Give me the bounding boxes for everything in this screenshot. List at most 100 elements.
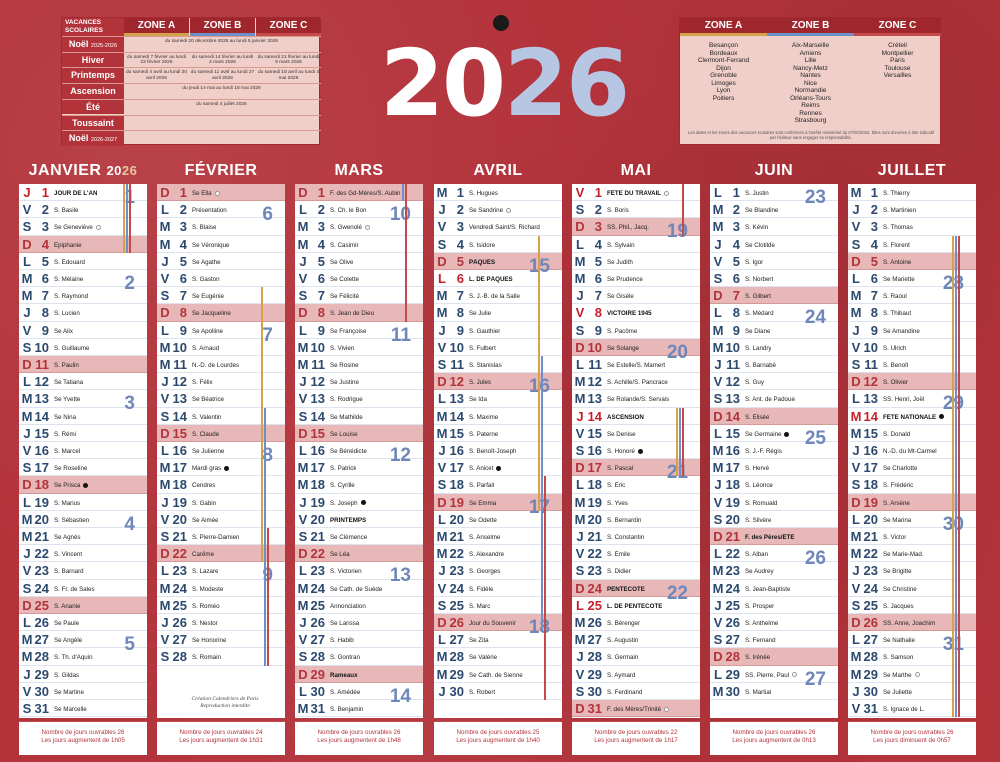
saint-name: S. Sylvain bbox=[607, 241, 635, 249]
day-number: 25 bbox=[34, 597, 49, 613]
zone-city: Besançon bbox=[709, 42, 738, 49]
hanging-hole bbox=[493, 15, 509, 31]
saint-name: S. Stanislas bbox=[469, 362, 502, 369]
day-letter: V bbox=[437, 219, 447, 235]
full-moon-icon bbox=[506, 208, 512, 214]
day-letter: D bbox=[22, 236, 32, 252]
saint-name: Se Eugénie bbox=[192, 293, 224, 301]
holidays-row: Noël 2026-2027 bbox=[62, 130, 321, 146]
day-letter: V bbox=[22, 683, 32, 699]
day-number: 22 bbox=[587, 546, 602, 562]
zone-city: Reims bbox=[801, 102, 820, 109]
day-row: L 9 Se Françoise bbox=[295, 322, 423, 339]
day-number: 19 bbox=[449, 494, 464, 510]
day-letter: S bbox=[851, 477, 861, 493]
day-row: S 24 S. Fr. de Sales bbox=[19, 580, 147, 597]
day-row: D 5 S. Antoine bbox=[848, 252, 976, 270]
day-number: 15 bbox=[863, 425, 878, 441]
saint-name: S. Germain bbox=[607, 654, 639, 662]
month-6: JUIN L 1 S. Justin M 2 Se Blandine M 3 S. Kévin J… bbox=[710, 158, 838, 755]
day-row: J 14 ASCENSION bbox=[572, 408, 700, 425]
saint-name: S. Pierre-Damien bbox=[192, 534, 240, 541]
saint-name: Se Solange bbox=[607, 344, 639, 352]
saint-name: Se Larissa bbox=[330, 620, 360, 627]
day-letter: M bbox=[297, 339, 309, 355]
day-number: 17 bbox=[172, 460, 187, 476]
day-letter: L bbox=[714, 305, 722, 321]
day-number: 10 bbox=[34, 339, 49, 355]
day-letter: V bbox=[160, 391, 170, 407]
day-row: L 29 SS. Pierre, Paul bbox=[710, 666, 838, 683]
day-letter: M bbox=[297, 597, 309, 613]
day-letter: M bbox=[712, 460, 724, 476]
day-number: 8 bbox=[870, 305, 878, 321]
week-number: 10 bbox=[389, 204, 411, 226]
day-letter: M bbox=[712, 580, 724, 596]
day-row: M 18 S. Cyrille bbox=[295, 476, 423, 494]
zone-city: Normandie bbox=[794, 87, 827, 94]
holidays-cell bbox=[124, 116, 319, 131]
day-number: 20 bbox=[863, 511, 878, 527]
saint-name: Se Prudence bbox=[607, 276, 643, 283]
saint-name: Se Christine bbox=[883, 585, 917, 593]
working-days: Nombre de jours ouvrables 26 bbox=[41, 729, 125, 736]
day-row: M 4 S. Casimir bbox=[295, 236, 423, 253]
day-number: 1 bbox=[179, 185, 187, 200]
week-number: 2 bbox=[124, 273, 135, 294]
day-number: 5 bbox=[732, 253, 740, 269]
day-letter: M bbox=[574, 271, 586, 286]
day-number: 6 bbox=[594, 271, 602, 286]
day-number: 30 bbox=[725, 683, 740, 699]
day-letter: S bbox=[22, 339, 32, 355]
day-row: S 31 Se Marcelle bbox=[19, 700, 147, 718]
day-number: 19 bbox=[863, 494, 878, 510]
zones-list: ZONE A ZONE B ZONE C Besançon Bordeaux Clermo… bbox=[679, 17, 941, 145]
month-title: FÉVRIER bbox=[184, 162, 258, 179]
day-row: S 18 S. Frédéric bbox=[848, 476, 976, 494]
day-number: 10 bbox=[725, 339, 740, 355]
day-row: M 13 Se Yvette bbox=[19, 390, 147, 408]
day-row: M 29 Se Cath. de Sienne bbox=[434, 666, 562, 683]
holiday-stripe bbox=[264, 407, 266, 666]
day-number: 14 bbox=[725, 408, 740, 424]
day-row: V 17 Se Charlotte bbox=[848, 459, 976, 477]
month-footer: Nombre de jours ouvrables 26 Les jours au… bbox=[295, 721, 423, 755]
day-row: L 13 SS. Henri, Joël bbox=[848, 390, 976, 408]
day-number: 24 bbox=[587, 580, 602, 596]
day-letter: S bbox=[160, 288, 170, 304]
day-row: J 19 S. Joseph bbox=[295, 494, 423, 511]
day-number: 13 bbox=[449, 391, 464, 407]
day-number: 30 bbox=[449, 683, 464, 699]
day-number: 23 bbox=[725, 563, 740, 579]
day-row: L 1 S. Justin bbox=[710, 184, 838, 202]
day-row: D 31 F. des Mères/Trinité bbox=[572, 700, 700, 718]
zone-city: Limoges bbox=[711, 79, 736, 87]
saint-name: S. Félix bbox=[192, 379, 213, 387]
saint-name: Se Félicité bbox=[330, 293, 359, 301]
week-number: 26 bbox=[804, 548, 826, 570]
full-moon-icon bbox=[365, 225, 370, 231]
saint-name: Se Cath. de Suède bbox=[330, 585, 383, 593]
day-number: 22 bbox=[172, 546, 187, 562]
day-number: 23 bbox=[449, 563, 464, 579]
day-letter: M bbox=[574, 615, 586, 630]
saint-name: Jour du Souvenir bbox=[469, 620, 516, 627]
day-number: 18 bbox=[34, 477, 49, 493]
saint-name: F. des Pères/ÉTÉ bbox=[745, 534, 795, 541]
day-number: 6 bbox=[732, 271, 740, 286]
day-number: 16 bbox=[172, 443, 187, 458]
day-row: L 6 Se Mariette bbox=[848, 270, 976, 288]
saint-name: Se Mariette bbox=[883, 276, 915, 283]
day-number: 6 bbox=[41, 271, 49, 286]
day-row: S 14 Se Mathilde bbox=[295, 408, 423, 425]
saint-name: S. Yves bbox=[607, 499, 628, 507]
day-letter: L bbox=[714, 185, 722, 200]
day-letter: J bbox=[438, 563, 446, 579]
week-number: 24 bbox=[804, 307, 826, 329]
saint-name: S. Benoît-Joseph bbox=[469, 448, 517, 455]
day-number: 17 bbox=[34, 460, 49, 476]
day-row: S 14 S. Valentin bbox=[157, 408, 285, 425]
saint-name: Cendres bbox=[192, 482, 216, 490]
day-number: 19 bbox=[725, 494, 740, 510]
saint-name: S. Cyrille bbox=[330, 482, 355, 490]
